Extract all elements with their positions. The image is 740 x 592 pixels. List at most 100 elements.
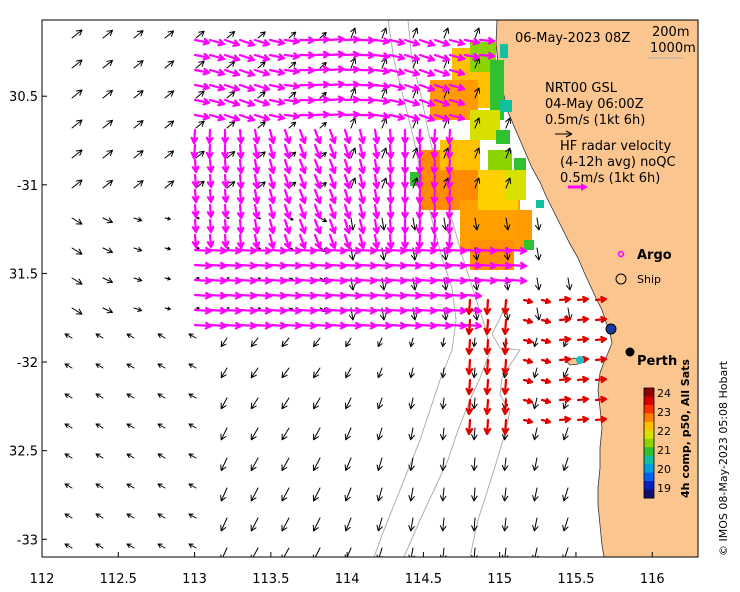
hf-radar-arrow [401,173,409,190]
hf-radar-arrow [373,67,391,75]
hf-radar-arrow [298,143,307,160]
model-arrow [257,61,266,69]
hf-radar-arrow [433,38,451,47]
hf-radar-arrow [206,173,215,189]
hf-radar-arrow [191,173,200,189]
hf-radar-arrow [238,53,256,62]
hf-radar-arrow [223,68,241,77]
hf-radar-arrow [253,98,271,107]
x-tick-label: 113.5 [252,572,289,587]
model-arrow [281,337,290,348]
model-arrow [376,427,383,441]
model-arrow [312,487,321,502]
model-arrow [157,453,166,459]
model-arrow [440,427,447,441]
model-arrow [250,457,259,472]
model-arrow [226,307,230,310]
hf-scale-arrow [568,183,588,191]
hf-radar-arrow [283,203,292,220]
hf-radar-arrow [372,158,381,175]
model-arrow [281,397,290,410]
model-arrow [71,179,83,189]
model-arrow [195,216,200,220]
model-arrow [195,150,205,159]
hf-radar-arrow [313,218,322,235]
hf-radar-arrow [430,203,439,220]
hf-radar-arrow [430,173,439,190]
hf-radar-arrow [236,143,245,160]
model-arrow [350,147,357,159]
hf-radar-arrow [343,95,361,104]
hf-radar-arrow [208,83,226,92]
model-arrow [562,487,569,502]
hf-radar-arrow [358,51,376,60]
model-arrow [312,547,321,557]
hf-radar-arrow [343,128,352,145]
hf-radar-arrow [208,53,226,62]
model-arrow [220,367,228,379]
model-arrow [408,427,415,441]
hf-radar-arrow [478,36,496,45]
sst-drift-arrow [501,298,510,316]
hf-radar-arrow [191,218,200,234]
model-arrow [534,277,542,291]
colorbar-title: 4h comp, p50, All Sats [679,359,692,498]
model-arrow [257,277,261,280]
hf-radar-arrow [343,35,361,44]
sst-drift-arrow [594,355,608,364]
model-arrow [408,487,415,502]
model-arrow [157,483,166,489]
hf-radar-arrow [283,82,301,90]
model-arrow [220,457,228,472]
hf-radar-arrow [508,261,528,270]
hf-radar-arrow [388,53,406,61]
hf-radar-arrow [223,98,241,107]
model-arrow [220,547,228,557]
hf-radar-arrow [358,36,376,45]
hf-radar-arrow [388,113,406,121]
model-arrow [257,91,266,99]
sst-drift-arrow [576,335,590,344]
sst-drift-arrow [594,335,608,344]
model-arrow [126,423,135,429]
colorbar-cell [644,464,654,474]
hf-radar-arrow [252,143,261,160]
model-arrow [471,517,478,532]
sst-drift-arrow [576,315,590,324]
hf-radar-arrow [193,52,211,61]
model-arrow [250,487,259,502]
contour-shelf [469,299,521,557]
hf-radar-arrow [313,80,331,89]
hf-radar-arrow [430,188,439,205]
colorbar-cell [644,481,654,491]
model-arrow [319,61,327,69]
sst-drift-arrow [465,378,474,396]
sst-drift-arrow [576,395,590,404]
model-arrow [312,517,321,532]
model-arrow [164,30,175,39]
model-arrow [376,397,383,410]
hf-radar-arrow [206,218,215,234]
sst-drift-arrow [594,315,608,324]
hf-radar-arrow [415,233,424,250]
model-arrow [188,483,197,489]
model-arrow [376,487,383,502]
model-arrow [532,427,539,441]
model-arrow [345,337,352,348]
hf-radar-arrow [403,113,421,122]
model-arrow [313,367,321,379]
hf-radar-arrows [190,35,528,330]
hf-radar-arrow [343,188,352,205]
hf-radar-arrow [252,203,261,220]
model-arrow [408,517,415,532]
contour-1000-label: 1000m [650,41,696,56]
hf-radar-arrow [208,38,226,47]
hf-radar-arrow [463,291,483,300]
colorbar-cell [644,430,654,440]
x-tick-label: 116 [640,572,665,587]
hf-radar-arrow [238,83,256,92]
model-arrow [126,543,135,549]
model-arrow [281,517,290,532]
model-arrow [381,177,388,189]
model-arrow [188,513,197,519]
